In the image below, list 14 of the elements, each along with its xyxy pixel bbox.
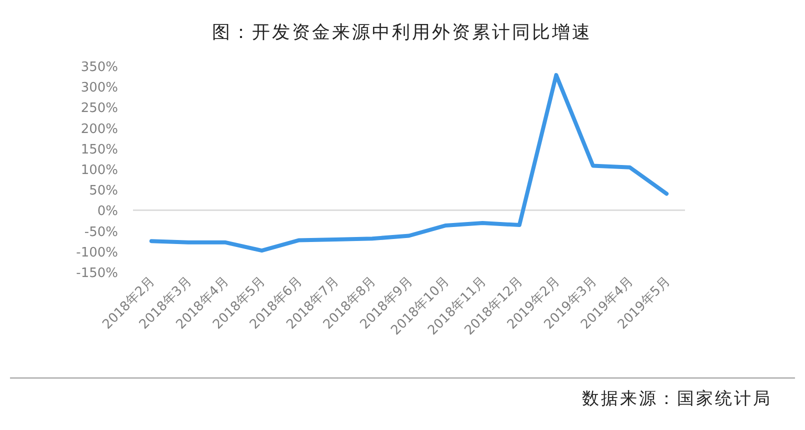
y-tick-label: -50% (84, 224, 118, 240)
y-tick-label: 100% (80, 163, 118, 178)
y-tick-label: 350% (80, 60, 118, 75)
y-tick-label: -150% (76, 266, 118, 281)
y-tick-label: 50% (89, 184, 118, 199)
y-tick-label: -100% (76, 245, 118, 260)
chart-title: 图：开发资金来源中利用外资累计同比增速 (212, 22, 592, 43)
y-tick-label: 250% (80, 101, 118, 116)
source-note: 数据来源：国家统计局 (582, 389, 772, 409)
y-tick-label: 300% (80, 80, 118, 96)
line-series (149, 73, 669, 253)
y-tick-label: 200% (80, 122, 118, 137)
y-tick-label: 0% (97, 204, 118, 220)
y-tick-label: 150% (80, 142, 118, 158)
